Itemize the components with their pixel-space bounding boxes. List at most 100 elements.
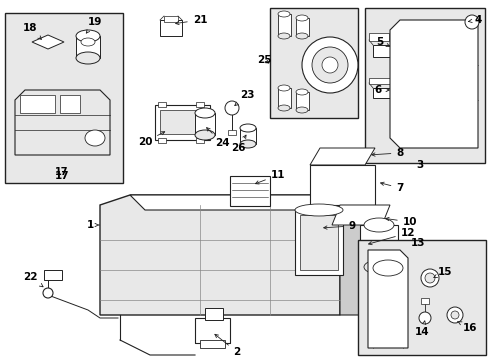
Bar bbox=[359, 225, 397, 267]
Bar bbox=[196, 138, 203, 143]
Ellipse shape bbox=[295, 15, 307, 21]
Ellipse shape bbox=[85, 130, 105, 146]
Text: 19: 19 bbox=[86, 17, 102, 33]
Ellipse shape bbox=[311, 47, 347, 83]
Text: 20: 20 bbox=[138, 132, 164, 147]
Bar bbox=[363, 225, 393, 267]
Ellipse shape bbox=[372, 260, 402, 276]
Bar bbox=[372, 45, 392, 57]
Ellipse shape bbox=[278, 33, 289, 39]
Bar bbox=[60, 95, 80, 113]
Text: 18: 18 bbox=[23, 23, 41, 39]
Text: 12: 12 bbox=[368, 228, 414, 245]
Text: 9: 9 bbox=[323, 221, 355, 231]
Bar bbox=[278, 88, 290, 108]
Bar bbox=[195, 113, 215, 135]
Ellipse shape bbox=[363, 260, 393, 274]
Text: 15: 15 bbox=[433, 267, 451, 278]
Ellipse shape bbox=[81, 38, 95, 46]
Bar bbox=[158, 102, 165, 107]
Bar bbox=[195, 318, 229, 343]
Bar bbox=[372, 88, 394, 98]
Text: 13: 13 bbox=[410, 238, 425, 248]
Bar bbox=[204, 308, 223, 320]
Bar bbox=[368, 33, 388, 41]
Ellipse shape bbox=[450, 311, 458, 319]
Bar bbox=[160, 20, 182, 36]
Text: 6: 6 bbox=[374, 85, 388, 95]
Text: 17: 17 bbox=[55, 171, 69, 181]
Bar bbox=[357, 240, 485, 355]
Bar bbox=[160, 110, 204, 134]
Text: 21: 21 bbox=[175, 15, 207, 25]
Polygon shape bbox=[32, 35, 64, 49]
Polygon shape bbox=[100, 195, 339, 315]
Bar bbox=[295, 92, 308, 110]
Bar bbox=[76, 36, 100, 58]
Ellipse shape bbox=[295, 33, 307, 39]
Text: 11: 11 bbox=[255, 170, 285, 184]
Polygon shape bbox=[339, 210, 364, 315]
Bar bbox=[158, 138, 165, 143]
Bar bbox=[240, 128, 256, 144]
Ellipse shape bbox=[43, 288, 53, 298]
Bar bbox=[200, 340, 224, 348]
Ellipse shape bbox=[418, 312, 430, 324]
Bar bbox=[5, 13, 123, 183]
Text: 3: 3 bbox=[415, 160, 423, 170]
Text: 5: 5 bbox=[376, 37, 389, 47]
Bar bbox=[294, 210, 342, 275]
Ellipse shape bbox=[278, 85, 289, 91]
Text: 2: 2 bbox=[214, 334, 240, 357]
Text: 7: 7 bbox=[380, 182, 403, 193]
Bar bbox=[163, 16, 178, 22]
Bar bbox=[299, 215, 337, 270]
Ellipse shape bbox=[363, 218, 393, 232]
Text: 24: 24 bbox=[206, 128, 229, 148]
Polygon shape bbox=[331, 205, 389, 225]
Ellipse shape bbox=[420, 269, 438, 287]
Polygon shape bbox=[389, 20, 477, 148]
Polygon shape bbox=[130, 195, 364, 210]
Ellipse shape bbox=[302, 37, 357, 93]
Bar bbox=[196, 102, 203, 107]
Ellipse shape bbox=[321, 57, 337, 73]
Polygon shape bbox=[367, 250, 407, 348]
Polygon shape bbox=[309, 165, 374, 205]
Bar bbox=[227, 130, 236, 135]
Ellipse shape bbox=[278, 105, 289, 111]
Text: 16: 16 bbox=[457, 321, 476, 333]
Ellipse shape bbox=[295, 89, 307, 95]
Ellipse shape bbox=[224, 101, 239, 115]
Bar bbox=[20, 95, 55, 113]
Text: 17: 17 bbox=[55, 167, 69, 177]
Ellipse shape bbox=[295, 107, 307, 113]
Text: 1: 1 bbox=[86, 220, 99, 230]
Text: 10: 10 bbox=[385, 217, 416, 227]
Ellipse shape bbox=[446, 307, 462, 323]
Ellipse shape bbox=[278, 11, 289, 17]
Bar bbox=[269, 8, 357, 118]
Bar bbox=[44, 270, 62, 280]
Bar bbox=[295, 18, 308, 36]
Text: 23: 23 bbox=[234, 90, 254, 105]
Polygon shape bbox=[309, 148, 374, 165]
Bar bbox=[364, 8, 484, 163]
Ellipse shape bbox=[76, 52, 100, 64]
Text: 25: 25 bbox=[256, 55, 271, 65]
Text: 8: 8 bbox=[371, 148, 403, 158]
Text: 26: 26 bbox=[230, 135, 245, 153]
Ellipse shape bbox=[240, 140, 256, 148]
Ellipse shape bbox=[76, 30, 100, 42]
Text: 22: 22 bbox=[23, 272, 43, 287]
Polygon shape bbox=[15, 90, 110, 155]
Text: 4: 4 bbox=[468, 15, 481, 25]
Ellipse shape bbox=[424, 273, 434, 283]
Ellipse shape bbox=[294, 204, 342, 216]
Ellipse shape bbox=[240, 124, 256, 132]
Text: 14: 14 bbox=[414, 321, 428, 337]
Ellipse shape bbox=[195, 130, 215, 140]
Bar bbox=[368, 78, 390, 84]
Ellipse shape bbox=[195, 108, 215, 118]
Bar bbox=[278, 14, 290, 36]
